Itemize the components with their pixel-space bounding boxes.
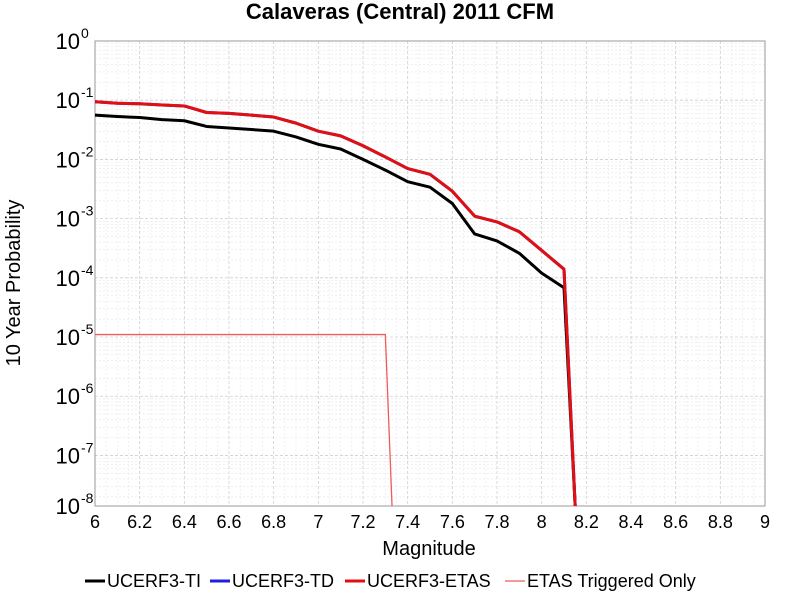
- x-tick-label: 7.4: [395, 512, 420, 532]
- y-tick-base: 10: [56, 325, 80, 350]
- y-tick-base: 10: [56, 88, 80, 113]
- y-tick-label: 10 -6: [56, 380, 94, 409]
- y-tick-exponent: 0: [81, 25, 89, 41]
- chart-title: Calaveras (Central) 2011 CFM: [246, 0, 554, 24]
- y-tick-label: 10 -7: [56, 439, 94, 468]
- y-tick-label: 10 -4: [56, 262, 94, 291]
- y-tick-exponent: -5: [81, 321, 94, 337]
- series-line-2: [95, 100, 577, 506]
- y-tick-label: 10 -3: [56, 203, 94, 232]
- x-tick-label: 8.8: [708, 512, 733, 532]
- series-line-0: [95, 113, 577, 506]
- x-axis-label: Magnitude: [382, 538, 475, 560]
- y-tick-label: 10 0: [56, 25, 89, 54]
- x-tick-label: 8.2: [574, 512, 599, 532]
- legend-item: ETAS Triggered Only: [505, 571, 696, 591]
- plot-area: [94, 40, 766, 507]
- legend-label: ETAS Triggered Only: [527, 571, 696, 591]
- x-tick-label: 8.6: [663, 512, 688, 532]
- x-tick-label: 6.6: [216, 512, 241, 532]
- y-tick-label: 10 -2: [56, 143, 94, 172]
- y-tick-exponent: -3: [81, 203, 94, 219]
- y-tick-exponent: -2: [81, 143, 94, 159]
- series-layer: [95, 100, 577, 506]
- y-tick-base: 10: [56, 147, 80, 172]
- legend-item: UCERF3-TD: [210, 571, 334, 591]
- y-tick-label: 10 -8: [56, 490, 94, 519]
- legend-label: UCERF3-TD: [232, 571, 334, 591]
- y-tick-base: 10: [56, 443, 80, 468]
- y-tick-label: 10 -1: [56, 84, 94, 113]
- x-tick-label: 6: [90, 512, 100, 532]
- x-tick-label: 6.4: [172, 512, 197, 532]
- legend: UCERF3-TI UCERF3-TD UCERF3-ETAS ETAS Trigge…: [85, 571, 696, 591]
- y-tick-base: 10: [56, 384, 80, 409]
- legend-item: UCERF3-ETAS: [345, 571, 491, 591]
- legend-label: UCERF3-ETAS: [367, 571, 491, 591]
- x-tick-label: 7.6: [440, 512, 465, 532]
- y-axis-label: 10 Year Probability: [3, 200, 25, 367]
- x-tick-label: 8.4: [618, 512, 643, 532]
- x-tick-label: 7.2: [350, 512, 375, 532]
- legend-item: UCERF3-TI: [85, 571, 201, 591]
- y-tick-label: 10 -5: [56, 321, 94, 350]
- x-tick-label: 8: [537, 512, 547, 532]
- y-tick-base: 10: [56, 266, 80, 291]
- x-tick-label: 7.8: [484, 512, 509, 532]
- y-tick-base: 10: [56, 494, 80, 519]
- y-tick-base: 10: [56, 207, 80, 232]
- x-tick-label: 6.8: [261, 512, 286, 532]
- y-tick-exponent: -8: [81, 490, 94, 506]
- x-axis-ticks: 6 6.2 6.4 6.6 6.8 7 7.2 7.4 7.6 7.8 8 8.2 8.4 8.6 8.8 9: [90, 512, 770, 532]
- legend-label: UCERF3-TI: [107, 571, 201, 591]
- series-line-3: [95, 333, 393, 506]
- x-tick-label: 9: [760, 512, 770, 532]
- x-tick-label: 6.2: [127, 512, 152, 532]
- y-tick-exponent: -4: [81, 262, 94, 278]
- y-tick-exponent: -6: [81, 380, 94, 396]
- x-tick-label: 7: [313, 512, 323, 532]
- y-tick-base: 10: [56, 29, 80, 54]
- y-tick-exponent: -7: [81, 439, 94, 455]
- y-tick-exponent: -1: [81, 84, 94, 100]
